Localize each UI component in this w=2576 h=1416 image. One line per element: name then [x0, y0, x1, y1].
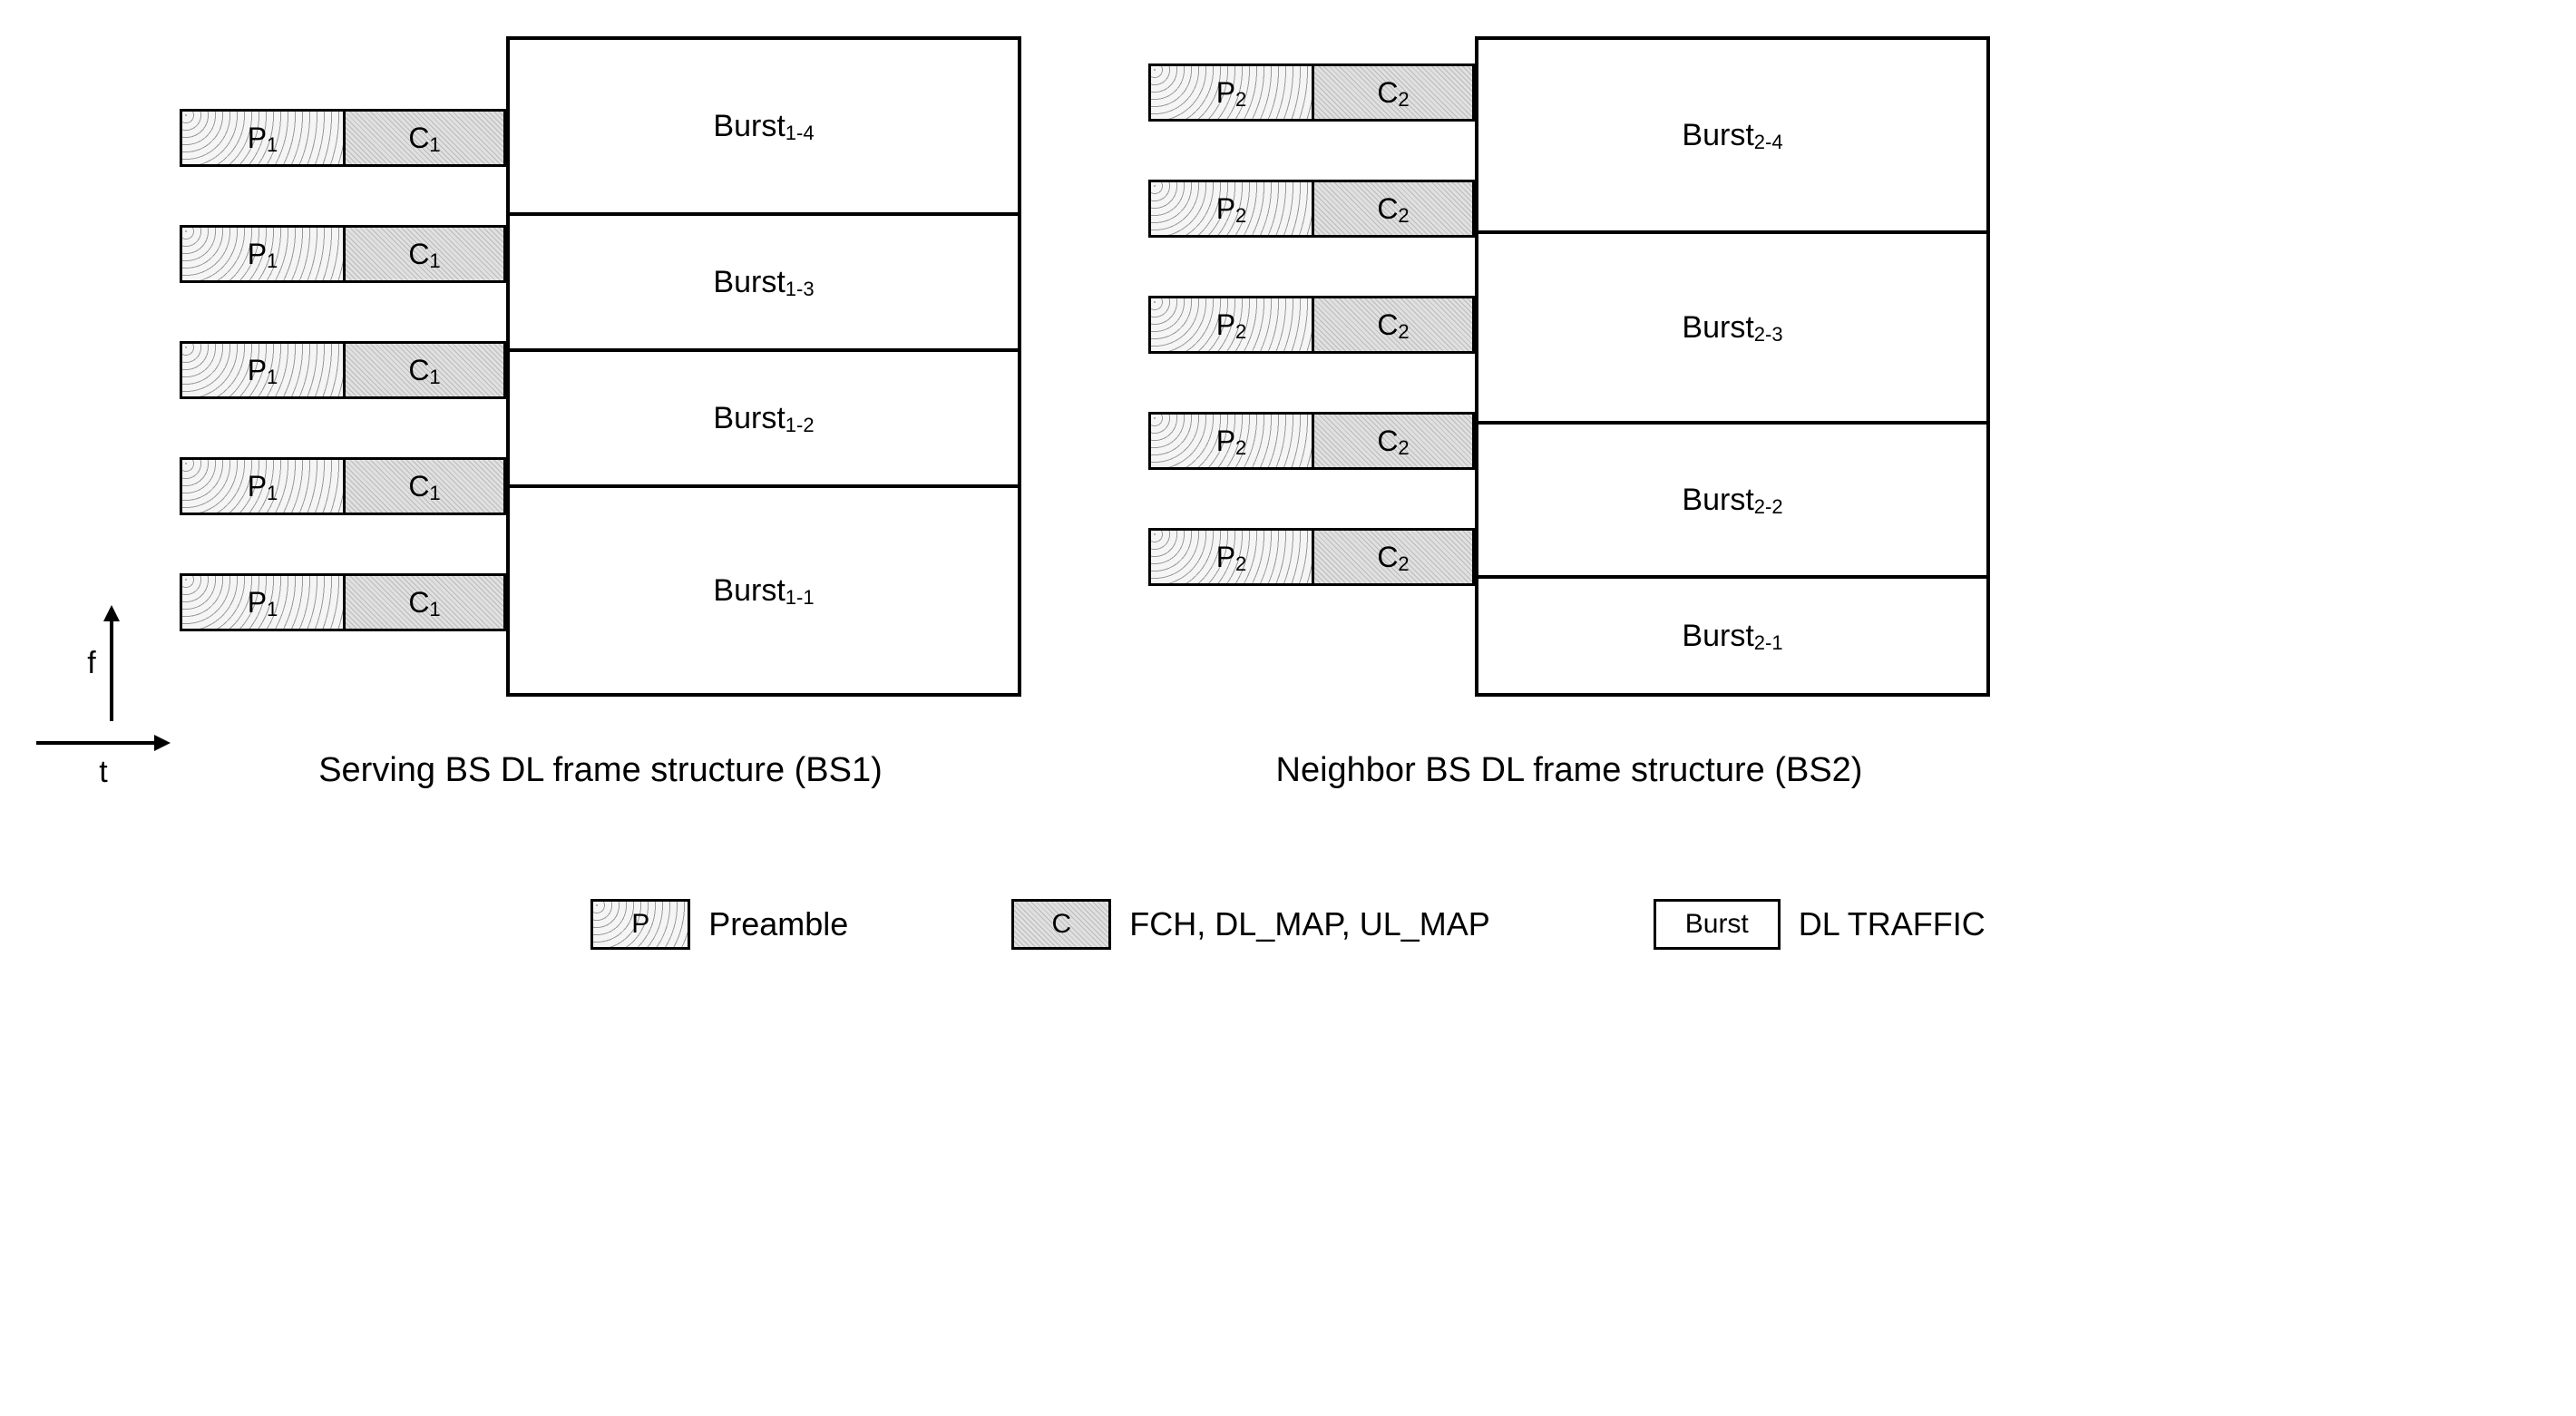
control-cell: C2	[1312, 412, 1475, 470]
control-cell: C2	[1312, 180, 1475, 238]
pc-row: P2C2	[1148, 180, 1475, 238]
diagrams-row: f t P1C1P1C1P1C1P1C1P1C1	[36, 36, 2540, 790]
preamble-cell: P2	[1148, 412, 1312, 470]
burst-cell: Burst 1-3	[510, 212, 1018, 348]
burst-cell: Burst 2-2	[1478, 421, 1986, 575]
burst-cell: Burst 2-1	[1478, 575, 1986, 693]
preamble-cell: P1	[180, 457, 343, 515]
preamble-cell: P2	[1148, 296, 1312, 354]
control-cell: C1	[343, 573, 506, 631]
pc-row: P2C2	[1148, 63, 1475, 122]
burst-cell: Burst 1-4	[510, 40, 1018, 212]
legend-preamble: P Preamble	[590, 899, 848, 950]
bs2-pc-column: P2C2P2C2P2C2P2C2P2C2	[1148, 36, 1475, 586]
preamble-cell: P2	[1148, 180, 1312, 238]
pc-row: P2C2	[1148, 412, 1475, 470]
pc-row: P2C2	[1148, 528, 1475, 586]
bs1-frame: P1C1P1C1P1C1P1C1P1C1 Burst 1-1Burst 1-2B…	[180, 36, 1021, 790]
legend-control: C FCH, DL_MAP, UL_MAP	[1011, 899, 1489, 950]
burst-cell: Burst 2-4	[1478, 40, 1986, 230]
preamble-cell: P1	[180, 341, 343, 399]
axes: f t	[36, 604, 171, 790]
control-cell: C1	[343, 109, 506, 167]
burst-cell: Burst 1-2	[510, 348, 1018, 484]
bs2-burst-column: Burst 2-1Burst 2-2Burst 2-3Burst 2-4	[1475, 36, 1990, 697]
legend-burst-box: Burst	[1654, 899, 1781, 950]
control-cell: C1	[343, 457, 506, 515]
arrow-right-icon	[154, 735, 171, 751]
pc-row: P1C1	[180, 573, 506, 631]
preamble-cell: P2	[1148, 528, 1312, 586]
preamble-cell: P2	[1148, 63, 1312, 122]
legend-burst-text: DL TRAFFIC	[1799, 905, 1986, 943]
burst-cell: Burst 1-1	[510, 484, 1018, 693]
bs2-frame: P2C2P2C2P2C2P2C2P2C2 Burst 2-1Burst 2-2B…	[1148, 36, 1990, 790]
bs1-wrap: f t P1C1P1C1P1C1P1C1P1C1	[36, 36, 1021, 790]
preamble-cell: P1	[180, 573, 343, 631]
legend-p-box: P	[590, 899, 690, 950]
control-cell: C2	[1312, 63, 1475, 122]
diagram-container: f t P1C1P1C1P1C1P1C1P1C1	[36, 36, 2540, 950]
f-axis-label: f	[87, 646, 95, 681]
control-cell: C2	[1312, 528, 1475, 586]
preamble-cell: P1	[180, 225, 343, 283]
preamble-cell: P1	[180, 109, 343, 167]
pc-row: P1C1	[180, 457, 506, 515]
bs1-burst-column: Burst 1-1Burst 1-2Burst 1-3Burst 1-4	[506, 36, 1021, 697]
legend: P Preamble C FCH, DL_MAP, UL_MAP Burst D…	[36, 899, 2540, 950]
burst-cell: Burst 2-3	[1478, 230, 1986, 421]
pc-row: P1C1	[180, 341, 506, 399]
legend-c-text: FCH, DL_MAP, UL_MAP	[1129, 905, 1489, 943]
bs1-pc-column: P1C1P1C1P1C1P1C1P1C1	[180, 36, 506, 631]
arrow-up-icon	[103, 605, 120, 621]
t-axis-label: t	[36, 755, 171, 790]
bs1-caption: Serving BS DL frame structure (BS1)	[318, 751, 883, 790]
legend-burst: Burst DL TRAFFIC	[1654, 899, 1986, 950]
pc-row: P2C2	[1148, 296, 1475, 354]
legend-c-box: C	[1011, 899, 1111, 950]
legend-p-text: Preamble	[708, 905, 848, 943]
bs2-caption: Neighbor BS DL frame structure (BS2)	[1276, 751, 1863, 790]
control-cell: C1	[343, 225, 506, 283]
control-cell: C1	[343, 341, 506, 399]
pc-row: P1C1	[180, 225, 506, 283]
pc-row: P1C1	[180, 109, 506, 167]
control-cell: C2	[1312, 296, 1475, 354]
